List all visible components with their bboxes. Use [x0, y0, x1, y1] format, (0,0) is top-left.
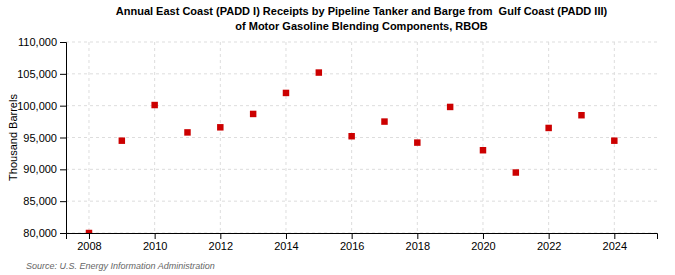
point: [611, 137, 617, 143]
y-tick-mark: [60, 201, 66, 202]
y-tick-mark: [60, 106, 66, 107]
grid-line-x: [220, 42, 221, 233]
x-axis: 2008 2010 2012 2014 2016 2018 2020 2022 2024: [67, 233, 658, 252]
source-annotation: Source: U.S. Energy Information Administ…: [26, 261, 215, 271]
x-tick: 2008: [77, 233, 101, 252]
y-tick-mark: [60, 233, 66, 234]
plot-area: 2008 2010 2012 2014 2016 2018 2020 2022 2024 80,0…: [17, 36, 657, 252]
y-axis-title: Thousand Barrels: [7, 94, 19, 181]
y-tick-label: 80,000: [23, 227, 57, 239]
point: [480, 147, 486, 153]
x-tick: 2018: [406, 233, 430, 252]
subtitle: of Motor Gasoline Blending Components, R…: [235, 20, 487, 32]
point: [86, 230, 92, 233]
y-tick: 90,000: [23, 163, 66, 175]
point: [381, 118, 387, 124]
y-tick-label: 105,000: [17, 68, 57, 80]
x-tick-label: 2016: [340, 240, 364, 252]
x-tick-mark: [89, 233, 90, 239]
x-tick: 2020: [471, 233, 495, 252]
point: [250, 111, 256, 117]
point: [217, 124, 223, 130]
x-tick-label: 2020: [471, 240, 495, 252]
y-tick: 105,000: [17, 68, 66, 80]
x-tick-label: 2008: [77, 240, 101, 252]
point: [447, 104, 453, 110]
x-tick-mark: [352, 233, 353, 239]
grid: [66, 42, 657, 233]
y-tick-mark: [60, 138, 66, 139]
y-tick-mark: [60, 74, 66, 75]
y-tick-label: 110,000: [18, 36, 57, 48]
y-axis: 80,000 85,000 90,000 95,000 100,000 105,000 11…: [17, 36, 66, 239]
x-tick: 2012: [209, 233, 233, 252]
x-tick-label: 2010: [143, 240, 167, 252]
point: [283, 90, 289, 96]
y-tick-mark: [60, 169, 66, 170]
point: [348, 133, 354, 139]
y-tick: 85,000: [23, 195, 66, 207]
chart-svg: 2008 2010 2012 2014 2016 2018 2020 2022 2024 80,0…: [0, 0, 675, 275]
y-tick-label: 95,000: [23, 132, 57, 144]
point: [513, 169, 519, 175]
point: [184, 129, 190, 135]
x-tick-label: 2024: [603, 240, 627, 252]
x-tick-label: 2018: [406, 240, 430, 252]
grid-line-y: [66, 42, 657, 43]
y-tick-label: 90,000: [23, 163, 57, 175]
y-tick-label: 100,000: [17, 100, 57, 112]
grid-line-x: [285, 42, 286, 233]
point: [151, 102, 157, 108]
x-tick: 2016: [340, 233, 364, 252]
y-tick-mark: [60, 42, 66, 43]
x-tick-label: 2014: [274, 240, 298, 252]
x-tick-mark: [483, 233, 484, 239]
x-tick-mark: [155, 233, 156, 239]
y-axis-line: [60, 43, 67, 234]
y-tick: 110,000: [18, 36, 66, 48]
x-tick: 2024: [603, 233, 627, 252]
point: [578, 112, 584, 118]
grid-line-y: [66, 137, 657, 138]
y-tick: 95,000: [23, 132, 66, 144]
x-tick-mark: [220, 233, 221, 239]
point: [316, 69, 322, 75]
x-tick-label: 2012: [209, 240, 233, 252]
grid-line-y: [66, 201, 657, 202]
grid-line-y: [66, 169, 657, 170]
point: [119, 137, 125, 143]
y-tick-label: 85,000: [23, 195, 57, 207]
x-tick: 2014: [274, 233, 298, 252]
x-tick: 2010: [143, 233, 167, 252]
chart-container: 2008 2010 2012 2014 2016 2018 2020 2022 2024 80,0…: [0, 0, 675, 275]
point: [414, 139, 420, 145]
grid-line-x: [154, 42, 155, 233]
points: [86, 69, 618, 233]
grid-line-y: [66, 73, 657, 74]
grid-line-x: [88, 42, 89, 233]
x-tick-label: 2022: [537, 240, 561, 252]
point: [545, 125, 551, 131]
x-tick-mark: [417, 233, 418, 239]
titles: Annual East Coast (PADD I) Receipts by P…: [116, 5, 608, 32]
x-tick-mark: [549, 233, 550, 239]
y-tick: 80,000: [23, 227, 66, 239]
x-tick-mark: [286, 233, 287, 239]
x-tick: 2022: [537, 233, 561, 252]
x-axis-line: [67, 234, 658, 240]
y-tick: 100,000: [17, 100, 66, 112]
x-tick-mark: [614, 233, 615, 239]
title: Annual East Coast (PADD I) Receipts by P…: [116, 5, 608, 17]
